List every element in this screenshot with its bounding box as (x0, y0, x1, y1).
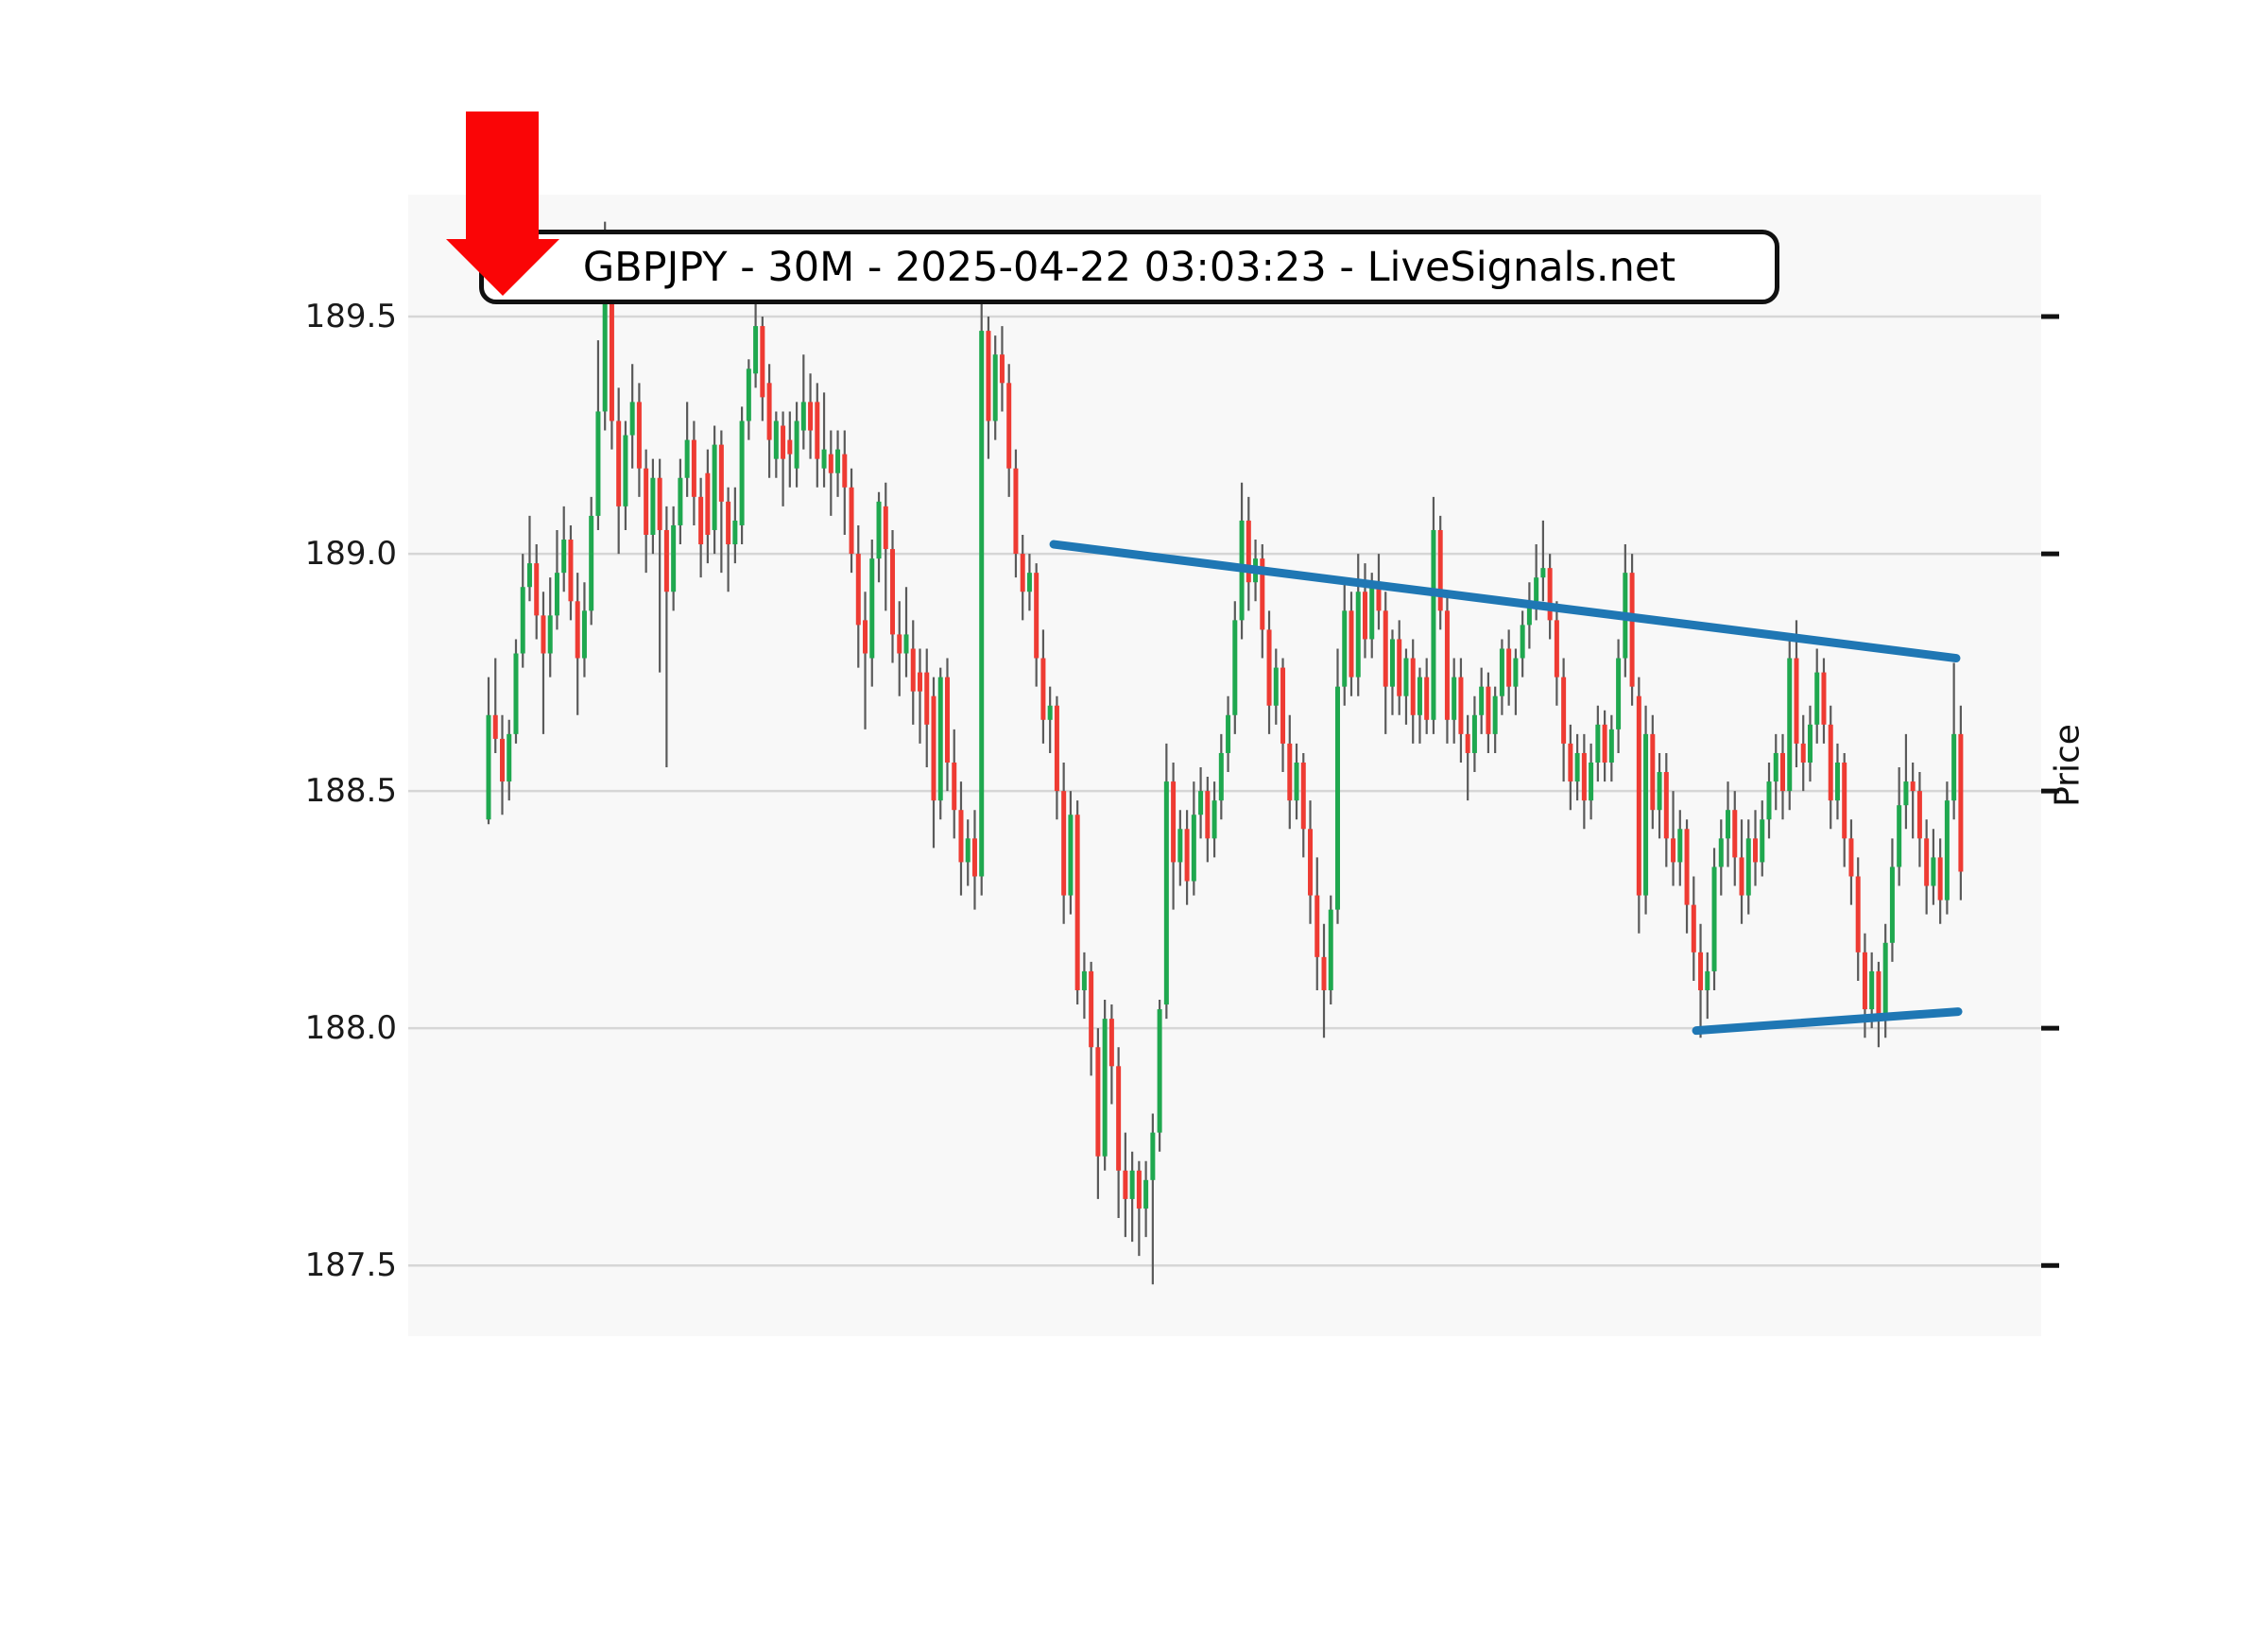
y-axis-title: Price (2048, 724, 2088, 807)
y-tick-label: 188.0 (304, 1009, 397, 1048)
candlestick-svg (408, 221, 2059, 1285)
down-arrow-shaft-icon (466, 112, 539, 239)
y-tick-label: 189.0 (304, 535, 397, 574)
chart-title-box: GBPJPY - 30M - 2025-04-22 03:03:23 - Liv… (479, 230, 1779, 304)
y-tick-label: 188.5 (304, 772, 397, 811)
chart-title: GBPJPY - 30M - 2025-04-22 03:03:23 - Liv… (582, 243, 1676, 291)
down-arrow-head-icon (446, 239, 559, 296)
plot-area (408, 195, 2059, 1336)
y-tick-label: 189.5 (304, 298, 397, 336)
y-tick-label: 187.5 (304, 1246, 397, 1285)
